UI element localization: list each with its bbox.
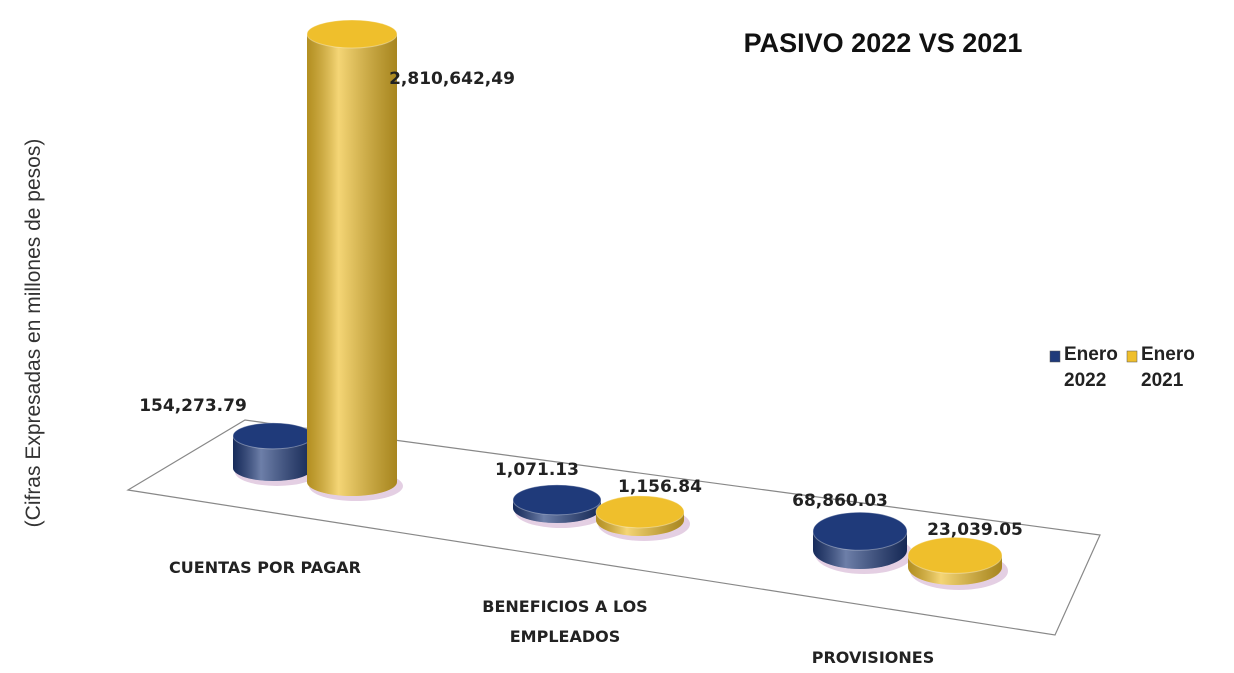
legend-swatch <box>1126 350 1138 363</box>
x-tick-label: CUENTAS POR PAGAR <box>169 558 361 577</box>
data-label: 2,810,642,49 <box>389 69 515 89</box>
cylinder-shine <box>307 34 397 496</box>
x-tick-label: PROVISIONES <box>811 648 935 667</box>
x-tick-label: BENEFICIOS A LOS EMPLEADOS <box>482 597 648 646</box>
cylinder-top <box>232 422 314 450</box>
cylinder-top <box>907 536 1003 574</box>
data-label: 68,860.03 <box>792 491 888 512</box>
chart-title: PASIVO 2022 VS 2021 <box>744 28 1023 58</box>
data-label: 1,156.84 <box>618 476 702 497</box>
data-label: 23,039.05 <box>927 520 1023 541</box>
data-label: 154,273.79 <box>139 395 247 416</box>
y-axis-label: (Cifras Expresadas en millones de pesos) <box>22 139 45 528</box>
cylinder-top <box>595 495 685 529</box>
cylinder-top <box>306 19 398 49</box>
legend-label: Enero 2022 <box>1064 344 1118 391</box>
legend-label: Enero 2021 <box>1141 344 1195 391</box>
cylinder-top <box>512 484 602 516</box>
legend-swatch <box>1049 350 1061 363</box>
data-label: 1,071.13 <box>495 459 579 480</box>
cylinder-shine <box>233 435 313 481</box>
cylinder-top <box>812 511 908 551</box>
